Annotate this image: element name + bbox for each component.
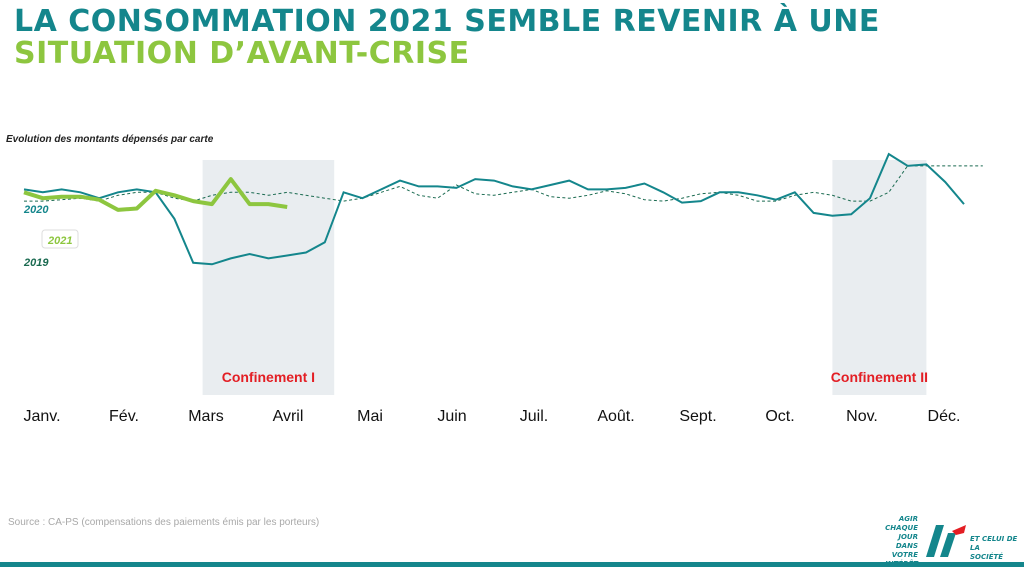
lockdown-label: Confinement II <box>831 369 928 385</box>
x-tick-label: Déc. <box>928 408 961 425</box>
logo-slogan-line: DANS VOTRE <box>891 542 918 559</box>
lockdown-band <box>202 160 335 395</box>
x-tick-label: Fév. <box>109 408 139 425</box>
x-tick-label: Août. <box>597 408 634 425</box>
x-tick-label: Sept. <box>679 408 716 425</box>
x-tick-label: Mai <box>357 408 383 425</box>
x-tick-label: Janv. <box>23 408 60 425</box>
credit-agricole-logo: AGIR CHAQUE JOUR DANS VOTRE INTÉRÊT ET C… <box>870 515 1020 568</box>
series-line-2020 <box>23 152 965 266</box>
ca-logo-mark-icon <box>926 525 966 557</box>
chart-title: Evolution des montants dépensés par cart… <box>6 134 214 145</box>
lockdown-label: Confinement I <box>222 369 315 385</box>
lockdown-bands <box>202 160 927 395</box>
x-tick-label: Juil. <box>520 408 548 425</box>
logo-slogan-line: ET CELUI DE LA <box>970 535 1018 552</box>
footer-bar <box>0 562 1024 567</box>
logo-slogan-right: ET CELUI DE LA SOCIÉTÉ <box>970 535 1020 562</box>
source-note: Source : CA-PS (compensations des paieme… <box>8 517 320 528</box>
x-tick-label: Oct. <box>765 408 794 425</box>
slide-title-line-1: LA CONSOMMATION 2021 SEMBLE REVENIR À UN… <box>14 4 880 39</box>
series-label-2021-box <box>41 229 79 249</box>
x-tick-label: Juin <box>437 408 466 425</box>
lockdown-band <box>832 160 927 395</box>
chart-labels: Confinement I Confinement II Janv. Fév. Mars… <box>23 204 960 425</box>
x-tick-label: Avril <box>273 408 304 425</box>
line-chart: Confinement I Confinement II Janv. Fév. Mars… <box>23 152 983 425</box>
x-tick-label: Mars <box>188 408 224 425</box>
series-label-2019: 2019 <box>23 257 49 269</box>
logo-slogan-line: SOCIÉTÉ <box>970 553 1004 561</box>
chart-lines <box>23 152 983 266</box>
series-line-2021 <box>23 177 288 212</box>
logo-slogan-line: AGIR CHAQUE JOUR <box>885 515 918 541</box>
logo-slogan-left: AGIR CHAQUE JOUR DANS VOTRE INTÉRÊT <box>870 515 918 569</box>
slide-title-line-2: SITUATION D’AVANT-CRISE <box>14 36 470 71</box>
series-label-2021: 2021 <box>47 235 72 247</box>
series-label-2020: 2020 <box>23 204 49 216</box>
x-tick-label: Nov. <box>846 408 878 425</box>
